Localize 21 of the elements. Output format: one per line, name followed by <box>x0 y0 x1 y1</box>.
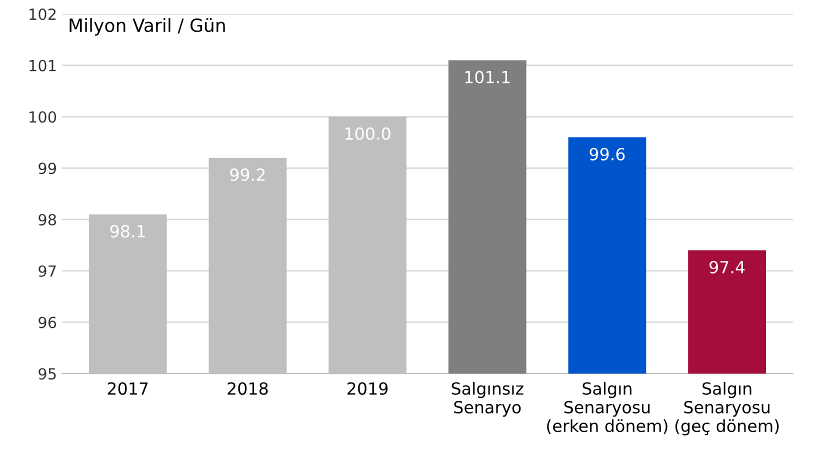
x-tick-label: 2018 <box>228 382 268 395</box>
data-label: 98.1 <box>110 224 145 238</box>
y-tick-label: 96 <box>38 316 56 328</box>
y-tick-label: 100 <box>30 111 56 123</box>
y-tick-label: 102 <box>30 8 56 20</box>
data-label: 101.1 <box>465 70 510 84</box>
x-tick-label: Salgın Senaryosu (erken dönem) <box>547 382 668 434</box>
x-tick-label: Salgınsız Senaryo <box>452 382 524 417</box>
x-tick-label: 2017 <box>108 382 148 395</box>
y-tick-label: 99 <box>38 162 56 174</box>
data-label: 99.2 <box>230 168 265 182</box>
y-axis-title: Milyon Varil / Gün <box>70 18 225 36</box>
data-label: 99.6 <box>590 148 625 160</box>
x-tick-label: 2019 <box>348 382 388 395</box>
y-tick-label: 95 <box>38 368 56 380</box>
y-tick-label: 98 <box>38 214 56 226</box>
x-tick-label: Salgın Senaryosu (geç dönem) <box>675 382 779 436</box>
y-tick-label: 97 <box>38 265 56 277</box>
data-label: 97.4 <box>710 260 745 274</box>
y-tick-label: 101 <box>30 60 56 72</box>
data-label: 100.0 <box>346 127 390 140</box>
